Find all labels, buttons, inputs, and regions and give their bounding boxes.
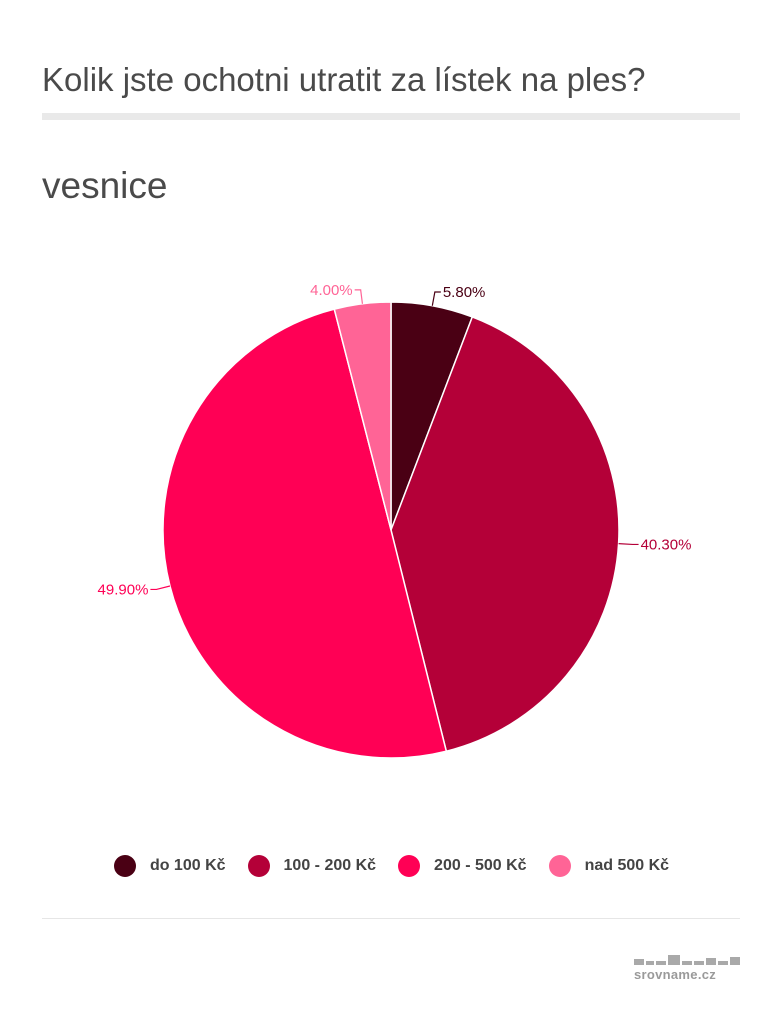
pie-value-label-2: 49.90%	[98, 581, 149, 598]
pie-value-label-0: 5.80%	[443, 284, 486, 301]
chart-subtitle: vesnice	[42, 165, 168, 206]
legend-swatch	[398, 855, 421, 877]
pie-leader-line-2	[150, 585, 171, 591]
chart-title: Kolik jste ochotni utratit za lístek na …	[42, 61, 646, 98]
pie-leader-line-0	[431, 291, 441, 306]
legend-swatch	[548, 855, 571, 877]
legend-swatch	[113, 855, 136, 877]
legend-label: nad 500 Kč	[584, 857, 670, 874]
pie-labels: 5.80% 40.30% 49.90% 4.00%	[98, 282, 692, 599]
pie-leader-line-3	[354, 289, 364, 304]
legend-swatch	[247, 855, 270, 877]
pie-chart: 5.80% 40.30% 49.90% 4.00%	[98, 282, 692, 759]
legend-item-100-200[interactable]: 100 - 200 Kč	[247, 855, 377, 877]
brand-logo[interactable]: srovname.cz	[634, 953, 740, 983]
brand-text: srovname.cz	[634, 967, 717, 982]
pie-slice-3[interactable]	[333, 301, 392, 531]
chart-legend: do 100 Kč 100 - 200 Kč 200 - 500 Kč nad …	[0, 851, 783, 881]
pie-leader-line-1	[618, 543, 639, 546]
pie-value-label-3: 4.00%	[310, 282, 353, 299]
footer-divider	[42, 918, 740, 919]
legend-item-200-500[interactable]: 200 - 500 Kč	[398, 855, 527, 877]
pie-slices	[162, 301, 620, 759]
pie-slice-2[interactable]	[162, 308, 448, 759]
legend-item-nad-500[interactable]: nad 500 Kč	[548, 855, 670, 877]
legend-label: 200 - 500 Kč	[434, 857, 527, 874]
legend-label: 100 - 200 Kč	[283, 857, 377, 874]
legend-label: do 100 Kč	[149, 857, 226, 874]
legend-item-do-100[interactable]: do 100 Kč	[113, 855, 226, 877]
brand-bars-icon	[634, 953, 740, 965]
pie-value-label-1: 40.30%	[641, 536, 692, 553]
title-divider	[42, 113, 740, 120]
